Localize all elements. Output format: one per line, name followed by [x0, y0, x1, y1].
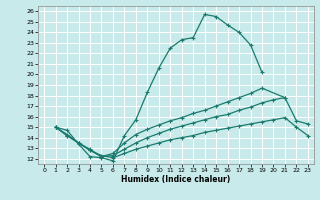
X-axis label: Humidex (Indice chaleur): Humidex (Indice chaleur)	[121, 175, 231, 184]
